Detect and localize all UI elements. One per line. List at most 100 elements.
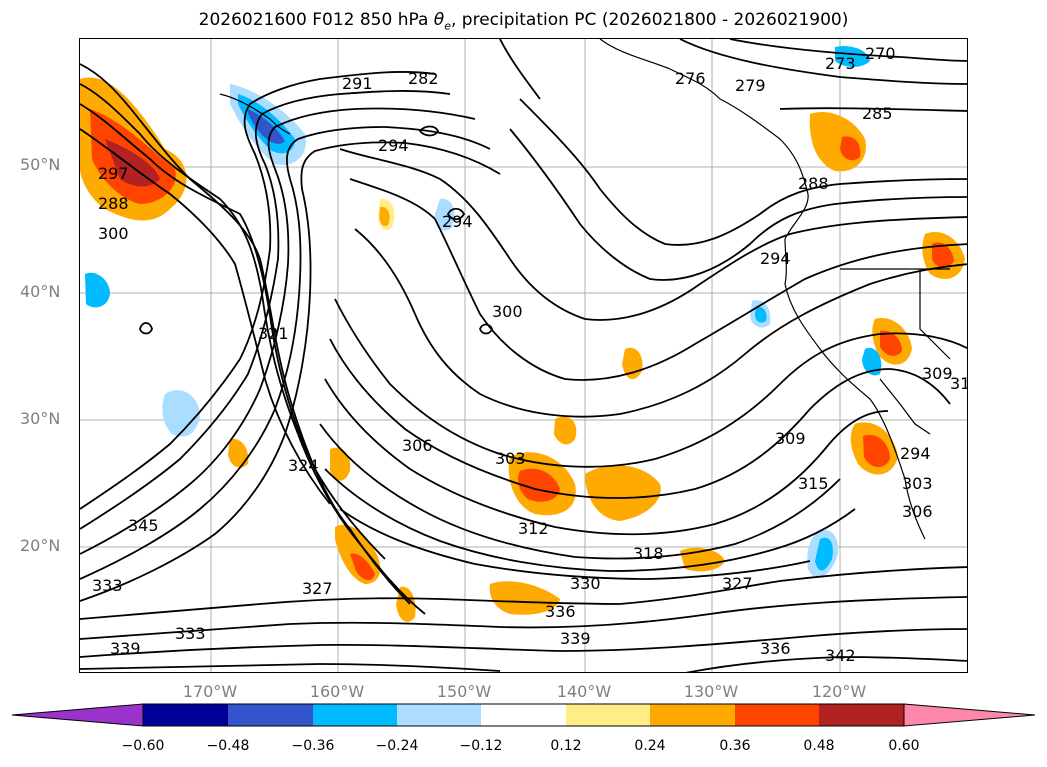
- contour-label: 285: [862, 104, 893, 123]
- map-svg: 270 273 276 279 282 285 288 291 294 294 …: [80, 39, 968, 672]
- contour-label: 333: [175, 624, 206, 643]
- contour-label: 300: [492, 302, 523, 321]
- contour-label: 288: [98, 194, 129, 213]
- colorbar-tick-label: 0.48: [803, 738, 835, 754]
- contour-339: [80, 663, 501, 672]
- colorbar-bin: [650, 704, 735, 726]
- contour-jet-4: [80, 128, 331, 505]
- map-panel: 270 273 276 279 282 285 288 291 294 294 …: [79, 38, 968, 673]
- colorbar-under-triangle: [11, 703, 144, 727]
- precip-neg-california: [862, 347, 882, 376]
- colorbar-bin: [566, 704, 650, 726]
- lon-label-130w: 130°W: [683, 682, 739, 701]
- contour-327: [80, 566, 967, 620]
- colorbar-tick-label: −0.48: [206, 738, 250, 754]
- precip-neg-west-40n: [85, 272, 110, 308]
- colorbar-over-triangle: [903, 703, 1036, 727]
- contour-jet-7: [80, 107, 476, 555]
- lat-label-30n: 30°N: [20, 409, 61, 428]
- contour-closed-small-4: [446, 207, 466, 221]
- contour-label: 321: [258, 324, 289, 343]
- contour-label: 294: [760, 249, 791, 268]
- colorbar-tick-label: 0.12: [550, 738, 582, 754]
- colorbar: [11, 703, 1036, 727]
- contour-315: [324, 468, 856, 572]
- lon-label-140w: 140°W: [556, 682, 612, 701]
- colorbar-tick-label: 0.60: [888, 738, 920, 754]
- contour-label: 273: [825, 54, 856, 73]
- contour-jet-8: [80, 126, 491, 580]
- contour-label: 327: [302, 579, 333, 598]
- state-border-east: [919, 269, 951, 360]
- precip-pos-core-central-25n: [518, 468, 560, 502]
- contour-label: 279: [735, 76, 766, 95]
- contour-285: [779, 107, 967, 112]
- contour-273: [729, 39, 967, 62]
- precip-pos-core-california: [880, 330, 902, 356]
- contour-333: [80, 628, 967, 658]
- contour-282: [499, 39, 541, 100]
- colorbar-bin: [481, 704, 566, 726]
- contour-336: [685, 656, 967, 672]
- contour-jet-3: [80, 103, 386, 560]
- contour-label: 312: [518, 519, 549, 538]
- contour-label: 303: [902, 474, 933, 493]
- contour-309: [324, 378, 889, 536]
- contour-closed-small-1: [139, 322, 153, 335]
- contour-label: 291: [342, 74, 373, 93]
- lon-label-150w: 150°W: [436, 682, 492, 701]
- precip-pos-core-great-basin: [932, 242, 954, 268]
- contour-label: 297: [98, 164, 129, 183]
- north-america-coast: [599, 39, 926, 540]
- colorbar-tick-label: 0.24: [634, 738, 666, 754]
- contour-label: 333: [92, 576, 123, 595]
- contour-312: [319, 423, 841, 560]
- contour-300: [354, 228, 967, 418]
- contour-label: 324: [288, 456, 319, 475]
- contour-276: [679, 39, 967, 85]
- precip-neg-max-gulf-alaska: [248, 109, 285, 144]
- precip-neg-core-south-20n: [815, 537, 833, 571]
- contour-306: [329, 338, 951, 499]
- contour-288: [519, 98, 967, 246]
- contour-jet-2: [80, 83, 426, 615]
- contour-label: 336: [760, 639, 791, 658]
- contour-318: [339, 508, 811, 580]
- contour-label: 294: [900, 444, 931, 463]
- colorbar-bin: [735, 704, 819, 726]
- lon-label-160w: 160°W: [309, 682, 365, 701]
- contour-label: 312: [950, 374, 968, 393]
- colorbar-bin: [819, 704, 904, 726]
- contour-label: 339: [110, 639, 141, 658]
- contour-closed-small-3: [418, 125, 440, 137]
- lat-label-40n: 40°N: [20, 282, 61, 301]
- contour-label: 303: [495, 449, 526, 468]
- colorbar-bin: [397, 704, 481, 726]
- contour-label: 294: [442, 212, 473, 231]
- contour-label: 318: [633, 544, 664, 563]
- contour-label: 309: [775, 429, 806, 448]
- contour-label: 306: [902, 502, 933, 521]
- lat-label-20n: 20°N: [20, 536, 61, 555]
- contour-jet-1: [80, 63, 411, 605]
- colorbar-tick-label: −0.24: [375, 738, 419, 754]
- contour-label: 282: [408, 69, 439, 88]
- contour-label: 309: [922, 364, 953, 383]
- colorbar-tick-label: −0.36: [291, 738, 335, 754]
- lon-label-170w: 170°W: [182, 682, 238, 701]
- contour-label: 330: [570, 574, 601, 593]
- contour-label: 270: [865, 44, 896, 63]
- precip-pos-canada-coast: [809, 111, 866, 172]
- chart-title: 2026021600 F012 850 hPa θe, precipitatio…: [198, 10, 849, 33]
- precip-pos-west-26n: [330, 447, 351, 481]
- contour-label: 294: [378, 136, 409, 155]
- contour-closed-small-2: [479, 323, 493, 335]
- contour-label: 342: [825, 646, 856, 665]
- precipitation-shading: [80, 46, 965, 622]
- precip-pos-west-27n: [228, 438, 249, 468]
- contour-291: [509, 128, 967, 281]
- graticule: [80, 39, 967, 672]
- colorbar-bin: [228, 704, 313, 726]
- colorbar-bin: [143, 704, 228, 726]
- precip-neg-west-30n: [162, 390, 200, 437]
